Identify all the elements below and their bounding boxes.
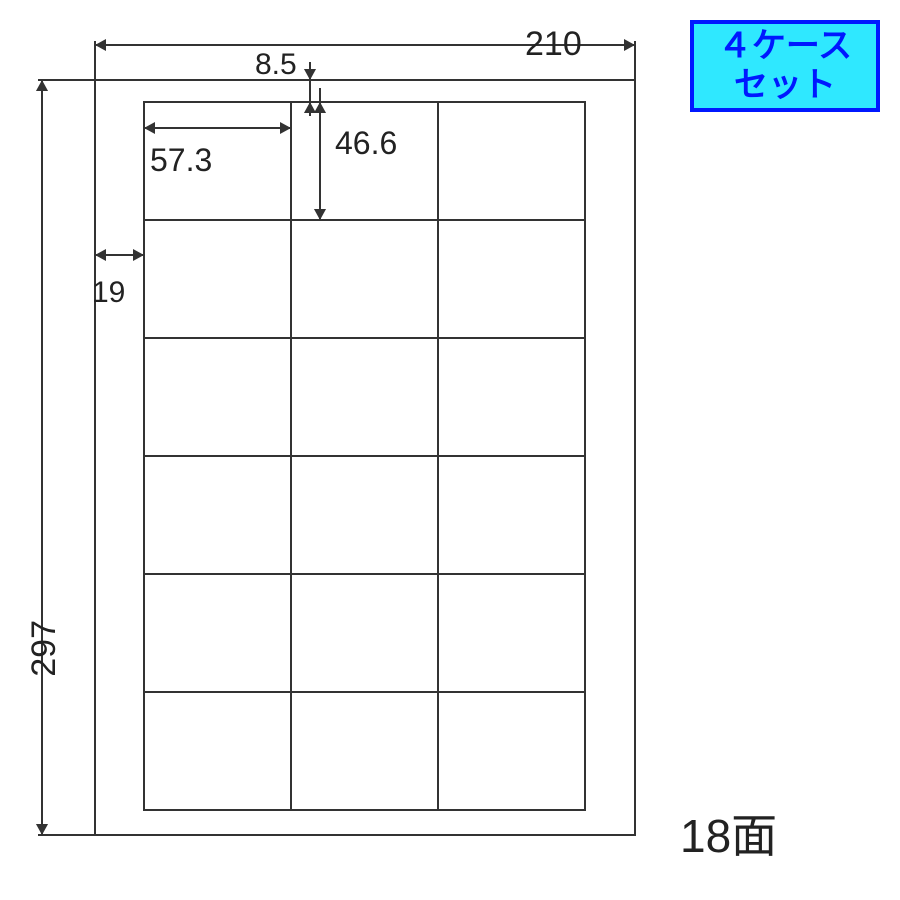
dim-left-margin: 19 [92, 276, 125, 310]
case-set-badge: ４ケース セット [690, 20, 880, 112]
label-sheet-diagram [0, 0, 900, 900]
dim-top-margin: 8.5 [255, 48, 297, 82]
dim-cell-width: 57.3 [150, 142, 212, 179]
dim-sheet-width: 210 [525, 25, 582, 64]
badge-line1: ４ケース [718, 27, 852, 66]
face-count: 18面 [680, 800, 777, 866]
badge-line2: セット [734, 66, 836, 105]
dim-sheet-height: 297 [25, 620, 64, 677]
dim-cell-height: 46.6 [335, 125, 397, 162]
